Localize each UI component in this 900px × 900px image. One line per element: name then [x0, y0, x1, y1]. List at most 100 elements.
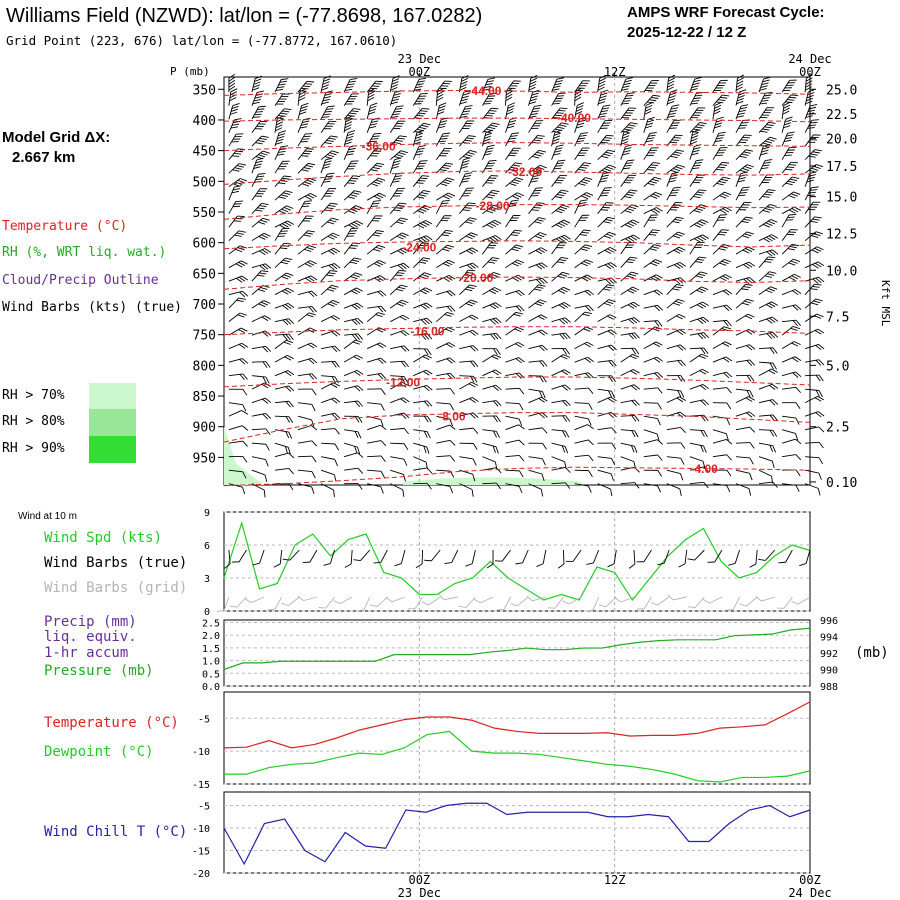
barb-flag	[417, 165, 425, 167]
barb-flag	[651, 97, 659, 99]
barb-flag	[695, 208, 704, 211]
barb-flag	[742, 186, 750, 189]
barb-staff	[251, 159, 258, 174]
pressure-tick-label: 800	[193, 359, 216, 374]
barb-flag	[256, 125, 264, 128]
barb-staff	[643, 177, 655, 188]
barb-flag	[348, 80, 356, 83]
barb-staff	[436, 388, 451, 390]
pressure-tick-label: 600	[193, 237, 216, 252]
barb-flag	[693, 210, 701, 213]
barb-flag	[744, 201, 752, 204]
wind-barb	[343, 130, 355, 147]
wind-barb	[274, 93, 290, 106]
barb-flag	[763, 94, 772, 97]
barb-flag	[232, 188, 241, 191]
barb-flag	[510, 135, 518, 137]
barb-flag	[375, 148, 383, 150]
wind-barb	[574, 147, 590, 160]
barb-flag	[627, 177, 635, 179]
barb-flag	[325, 90, 333, 93]
barb-flag	[574, 90, 582, 96]
barb-flag	[216, 609, 225, 613]
barb-flag	[532, 174, 541, 178]
barb-flag	[699, 122, 707, 125]
barb-flag	[304, 181, 312, 185]
barb-flag	[448, 192, 456, 197]
barb-flag	[306, 179, 314, 183]
barb-flag	[606, 166, 614, 170]
barb-flag	[692, 182, 700, 184]
wind-barb	[528, 187, 543, 201]
barb-flag	[376, 162, 385, 165]
wind-barb	[435, 132, 451, 147]
barb-flag	[321, 116, 330, 118]
barb-flag	[348, 210, 356, 214]
barb-flag	[460, 83, 468, 88]
wind-barb	[389, 90, 402, 106]
barb-flag	[299, 111, 307, 115]
barb-flag	[300, 140, 308, 143]
barb-flag	[461, 95, 469, 99]
barb-flag	[582, 147, 590, 149]
barb-flag	[536, 151, 544, 155]
barb-staff	[781, 147, 790, 160]
barb-flag	[790, 94, 799, 97]
barb-flag	[322, 166, 330, 169]
barb-flag	[444, 80, 452, 82]
barb-flag	[762, 128, 770, 131]
wind-barb	[597, 483, 613, 497]
barb-flag	[624, 196, 632, 199]
barb-flag	[576, 140, 585, 143]
barb-flag	[668, 95, 676, 99]
barb-flag	[811, 167, 819, 171]
wind-barb	[343, 190, 362, 201]
barb-flag	[650, 164, 659, 167]
barb-flag	[505, 96, 513, 102]
barb-staff	[781, 94, 792, 106]
barb-staff	[781, 161, 792, 174]
barb-flag	[762, 146, 770, 150]
barb-flag	[230, 91, 238, 96]
bottom-date-label: 24 Dec	[788, 886, 831, 900]
barb-flag	[811, 186, 819, 189]
barb-flag	[514, 193, 522, 198]
barb-flag	[400, 150, 408, 154]
barb-flag	[394, 175, 403, 178]
barb-staff	[297, 91, 301, 106]
barb-flag	[720, 147, 728, 149]
barb-flag	[231, 105, 239, 110]
legend-wind-barbs: Wind Barbs (kts) (true)	[2, 300, 182, 315]
barb-flag	[671, 171, 680, 175]
barb-flag	[649, 131, 657, 134]
barb-flag	[810, 153, 818, 156]
barb-flag	[489, 110, 497, 112]
barb-flag	[743, 151, 751, 154]
barb-flag	[230, 88, 238, 93]
barb-flag	[692, 82, 700, 86]
barb-flag	[418, 179, 426, 182]
barb-flag	[397, 137, 405, 140]
barb-staff	[459, 202, 469, 214]
isotherm-label: -44.00	[467, 84, 501, 98]
barb-flag	[461, 180, 469, 183]
barb-flag	[808, 155, 816, 158]
barb-flag	[468, 135, 476, 137]
barb-staff	[320, 135, 331, 147]
barb-staff	[505, 200, 512, 214]
wind-barb	[343, 115, 353, 133]
y2-tick-label: 994	[820, 633, 838, 644]
barb-flag	[467, 120, 475, 122]
barb-flag	[464, 107, 472, 110]
wind-barb	[551, 189, 569, 201]
barb-flag	[624, 164, 632, 167]
wind-barb	[735, 149, 753, 161]
legend-wind-barbs-grid: Wind Barbs (grid)	[44, 580, 187, 596]
barb-flag	[764, 126, 772, 129]
barb-flag	[789, 96, 797, 99]
barb-flag	[234, 118, 242, 121]
barb-flag	[534, 153, 542, 157]
barb-flag	[621, 117, 630, 119]
